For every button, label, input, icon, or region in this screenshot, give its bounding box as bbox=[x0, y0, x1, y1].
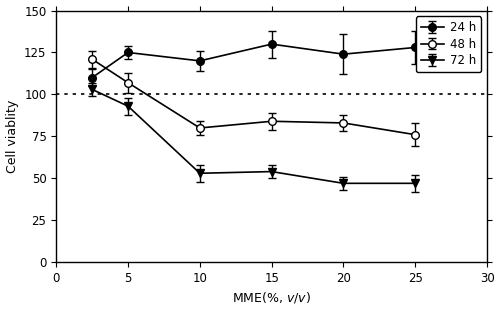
Legend: 24 h, 48 h, 72 h: 24 h, 48 h, 72 h bbox=[416, 16, 481, 72]
X-axis label: MME(%, $\it{v/v}$): MME(%, $\it{v/v}$) bbox=[232, 290, 311, 305]
Y-axis label: Cell viablity: Cell viablity bbox=[6, 100, 18, 173]
